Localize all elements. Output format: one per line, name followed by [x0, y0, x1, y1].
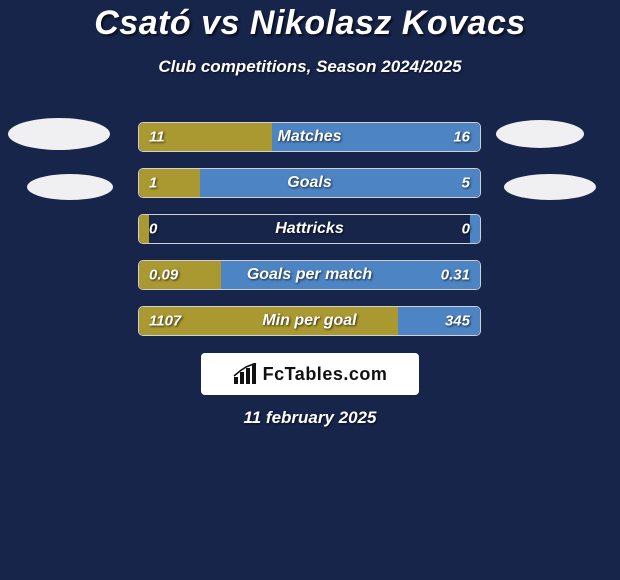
footer-date: 11 february 2025	[0, 408, 620, 428]
bar-right-segment	[272, 123, 480, 151]
bar-left-segment	[139, 307, 398, 335]
bar-right-value: 0	[462, 221, 470, 238]
bar-left-segment	[139, 123, 272, 151]
bar-row: 1107 Min per goal 345	[138, 306, 481, 336]
player-left-avatar-large	[8, 118, 110, 150]
player-left-avatar-small	[27, 174, 113, 200]
brand-text: FcTables.com	[263, 364, 388, 385]
bar-right-segment	[398, 307, 480, 335]
bar-row: 1 Goals 5	[138, 168, 481, 198]
page-subtitle: Club competitions, Season 2024/2025	[0, 57, 620, 77]
bar-row: 0.09 Goals per match 0.31	[138, 260, 481, 290]
bar-left-segment	[139, 261, 221, 289]
player-right-avatar-small	[504, 174, 596, 200]
page-title: Csató vs Nikolasz Kovacs	[0, 4, 620, 43]
bar-left-segment	[139, 215, 149, 243]
player-right-avatar-large	[496, 120, 584, 148]
bar-label: Hattricks	[139, 220, 480, 238]
bar-right-segment	[200, 169, 480, 197]
barchart-icon	[233, 363, 259, 385]
brand-badge: FcTables.com	[201, 353, 419, 395]
bar-right-segment	[470, 215, 480, 243]
bar-right-segment	[221, 261, 480, 289]
comparison-bars: 11 Matches 16 1 Goals 5 0 Hattricks 0 0.…	[138, 122, 481, 352]
bar-left-value: 0	[149, 221, 157, 238]
bar-row: 0 Hattricks 0	[138, 214, 481, 244]
bar-row: 11 Matches 16	[138, 122, 481, 152]
bar-left-segment	[139, 169, 200, 197]
